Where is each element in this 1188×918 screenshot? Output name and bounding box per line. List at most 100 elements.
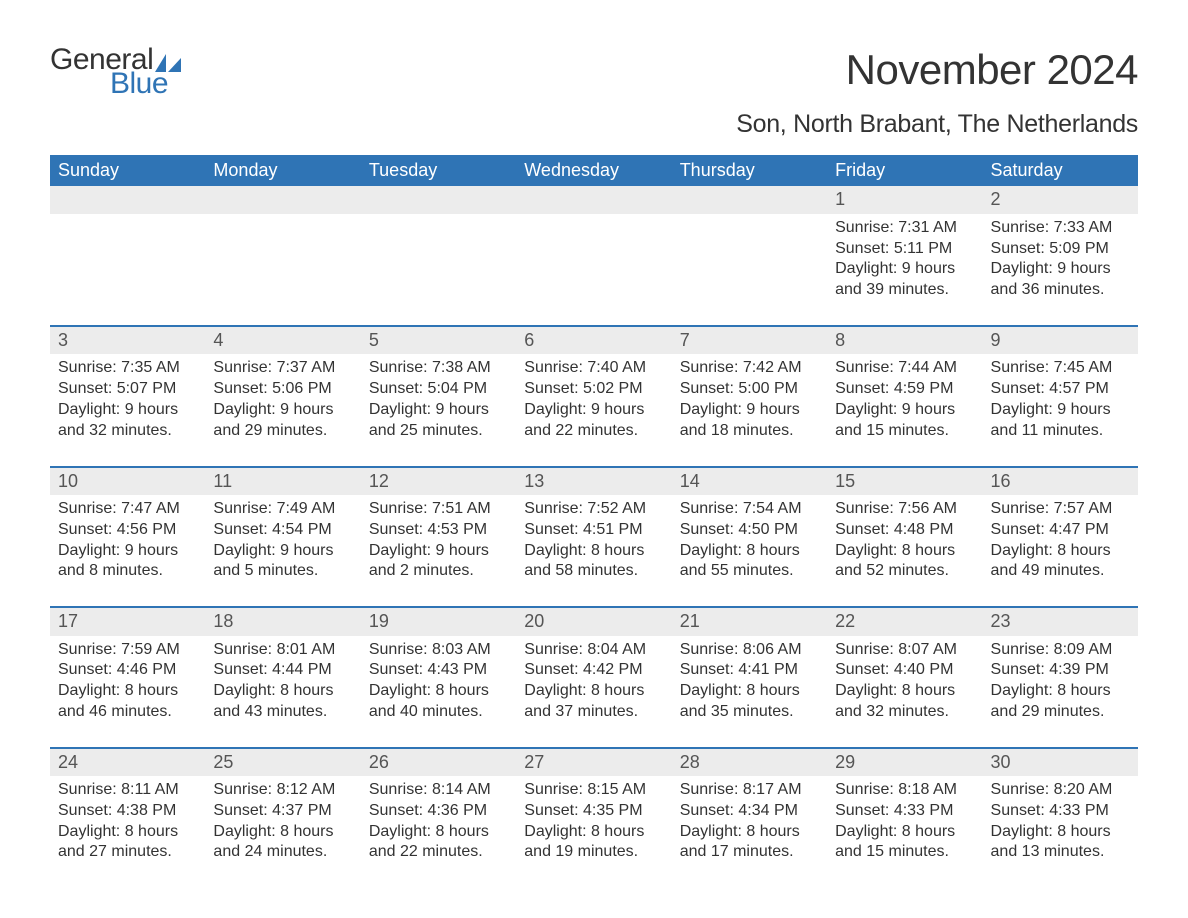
sunset-line: Sunset: 4:59 PM — [835, 379, 974, 400]
title-block: November 2024 Son, North Brabant, The Ne… — [736, 45, 1138, 139]
sunset-line: Sunset: 4:41 PM — [680, 660, 819, 681]
sunrise-line: Sunrise: 8:12 AM — [213, 780, 352, 801]
day-number: 25 — [205, 749, 360, 776]
daylight-line-2: and 11 minutes. — [991, 421, 1130, 442]
calendar-day-cell: 24Sunrise: 8:11 AMSunset: 4:38 PMDayligh… — [50, 748, 205, 888]
sunset-line: Sunset: 4:50 PM — [680, 520, 819, 541]
calendar-week-row: 10Sunrise: 7:47 AMSunset: 4:56 PMDayligh… — [50, 467, 1138, 608]
day-number-empty — [516, 186, 671, 213]
month-title: November 2024 — [736, 45, 1138, 95]
day-number: 28 — [672, 749, 827, 776]
daylight-line-2: and 55 minutes. — [680, 561, 819, 582]
logo: General Blue — [50, 45, 181, 99]
day-number: 3 — [50, 327, 205, 354]
calendar-day-cell: 27Sunrise: 8:15 AMSunset: 4:35 PMDayligh… — [516, 748, 671, 888]
sunrise-line: Sunrise: 7:45 AM — [991, 358, 1130, 379]
sunrise-line: Sunrise: 8:14 AM — [369, 780, 508, 801]
location-subtitle: Son, North Brabant, The Netherlands — [736, 109, 1138, 139]
day-number: 26 — [361, 749, 516, 776]
sunset-line: Sunset: 4:56 PM — [58, 520, 197, 541]
weekday-header: Sunday — [50, 155, 205, 186]
sunrise-line: Sunrise: 7:37 AM — [213, 358, 352, 379]
calendar-week-row: 24Sunrise: 8:11 AMSunset: 4:38 PMDayligh… — [50, 748, 1138, 888]
sunrise-line: Sunrise: 8:18 AM — [835, 780, 974, 801]
calendar-day-cell: 11Sunrise: 7:49 AMSunset: 4:54 PMDayligh… — [205, 467, 360, 608]
sunset-line: Sunset: 5:04 PM — [369, 379, 508, 400]
sunrise-line: Sunrise: 7:47 AM — [58, 499, 197, 520]
calendar-header-row: SundayMondayTuesdayWednesdayThursdayFrid… — [50, 155, 1138, 186]
sunset-line: Sunset: 4:35 PM — [524, 801, 663, 822]
daylight-line-2: and 22 minutes. — [369, 842, 508, 863]
header: General Blue November 2024 Son, North Br… — [50, 45, 1138, 139]
sunset-line: Sunset: 4:33 PM — [991, 801, 1130, 822]
daylight-line-1: Daylight: 8 hours — [524, 822, 663, 843]
day-number-empty — [205, 186, 360, 213]
sunset-line: Sunset: 5:07 PM — [58, 379, 197, 400]
sunrise-line: Sunrise: 8:20 AM — [991, 780, 1130, 801]
daylight-line-1: Daylight: 9 hours — [991, 400, 1130, 421]
sunrise-line: Sunrise: 7:40 AM — [524, 358, 663, 379]
daylight-line-2: and 2 minutes. — [369, 561, 508, 582]
daylight-line-2: and 32 minutes. — [58, 421, 197, 442]
sunset-line: Sunset: 4:43 PM — [369, 660, 508, 681]
calendar-day-cell: 23Sunrise: 8:09 AMSunset: 4:39 PMDayligh… — [983, 607, 1138, 748]
daylight-line-2: and 58 minutes. — [524, 561, 663, 582]
sunset-line: Sunset: 4:36 PM — [369, 801, 508, 822]
sunset-line: Sunset: 4:54 PM — [213, 520, 352, 541]
calendar-day-cell: 17Sunrise: 7:59 AMSunset: 4:46 PMDayligh… — [50, 607, 205, 748]
sunset-line: Sunset: 4:40 PM — [835, 660, 974, 681]
daylight-line-1: Daylight: 9 hours — [213, 541, 352, 562]
calendar-day-cell: 4Sunrise: 7:37 AMSunset: 5:06 PMDaylight… — [205, 326, 360, 467]
calendar-day-cell — [516, 186, 671, 326]
day-number: 8 — [827, 327, 982, 354]
daylight-line-1: Daylight: 8 hours — [58, 681, 197, 702]
weekday-header: Saturday — [983, 155, 1138, 186]
calendar-day-cell: 13Sunrise: 7:52 AMSunset: 4:51 PMDayligh… — [516, 467, 671, 608]
daylight-line-2: and 39 minutes. — [835, 280, 974, 301]
calendar-week-row: 3Sunrise: 7:35 AMSunset: 5:07 PMDaylight… — [50, 326, 1138, 467]
weekday-header: Friday — [827, 155, 982, 186]
daylight-line-2: and 27 minutes. — [58, 842, 197, 863]
day-number: 29 — [827, 749, 982, 776]
calendar-body: 1Sunrise: 7:31 AMSunset: 5:11 PMDaylight… — [50, 186, 1138, 887]
day-number: 13 — [516, 468, 671, 495]
calendar-day-cell: 16Sunrise: 7:57 AMSunset: 4:47 PMDayligh… — [983, 467, 1138, 608]
day-number: 4 — [205, 327, 360, 354]
daylight-line-1: Daylight: 8 hours — [369, 822, 508, 843]
sunset-line: Sunset: 5:09 PM — [991, 239, 1130, 260]
daylight-line-1: Daylight: 9 hours — [369, 400, 508, 421]
calendar-day-cell: 14Sunrise: 7:54 AMSunset: 4:50 PMDayligh… — [672, 467, 827, 608]
day-number-empty — [50, 186, 205, 213]
daylight-line-2: and 49 minutes. — [991, 561, 1130, 582]
daylight-line-1: Daylight: 8 hours — [213, 822, 352, 843]
calendar-day-cell: 9Sunrise: 7:45 AMSunset: 4:57 PMDaylight… — [983, 326, 1138, 467]
calendar-day-cell — [205, 186, 360, 326]
daylight-line-1: Daylight: 8 hours — [680, 681, 819, 702]
sunset-line: Sunset: 4:46 PM — [58, 660, 197, 681]
day-number: 27 — [516, 749, 671, 776]
daylight-line-1: Daylight: 8 hours — [835, 822, 974, 843]
weekday-header: Tuesday — [361, 155, 516, 186]
sunset-line: Sunset: 4:57 PM — [991, 379, 1130, 400]
calendar-day-cell: 25Sunrise: 8:12 AMSunset: 4:37 PMDayligh… — [205, 748, 360, 888]
calendar-day-cell: 3Sunrise: 7:35 AMSunset: 5:07 PMDaylight… — [50, 326, 205, 467]
sunset-line: Sunset: 4:48 PM — [835, 520, 974, 541]
day-number: 1 — [827, 186, 982, 213]
sunrise-line: Sunrise: 8:17 AM — [680, 780, 819, 801]
day-number: 24 — [50, 749, 205, 776]
day-number: 7 — [672, 327, 827, 354]
sunset-line: Sunset: 5:11 PM — [835, 239, 974, 260]
day-number-empty — [361, 186, 516, 213]
daylight-line-1: Daylight: 8 hours — [58, 822, 197, 843]
sunrise-line: Sunrise: 7:52 AM — [524, 499, 663, 520]
daylight-line-2: and 8 minutes. — [58, 561, 197, 582]
calendar-table: SundayMondayTuesdayWednesdayThursdayFrid… — [50, 155, 1138, 887]
sunset-line: Sunset: 4:39 PM — [991, 660, 1130, 681]
daylight-line-1: Daylight: 8 hours — [835, 541, 974, 562]
daylight-line-1: Daylight: 9 hours — [213, 400, 352, 421]
calendar-day-cell: 6Sunrise: 7:40 AMSunset: 5:02 PMDaylight… — [516, 326, 671, 467]
calendar-day-cell: 28Sunrise: 8:17 AMSunset: 4:34 PMDayligh… — [672, 748, 827, 888]
day-number: 30 — [983, 749, 1138, 776]
day-number: 14 — [672, 468, 827, 495]
sunset-line: Sunset: 4:38 PM — [58, 801, 197, 822]
